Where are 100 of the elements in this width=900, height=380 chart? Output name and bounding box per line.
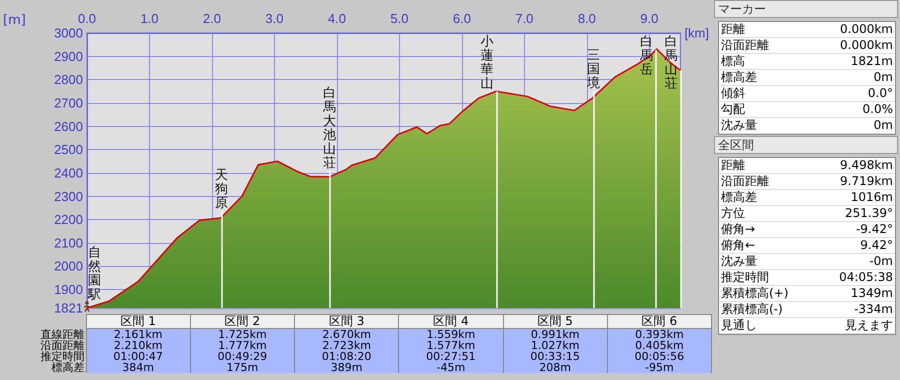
y-tick-label: 2200 (54, 212, 83, 228)
text: 0.000km (840, 22, 893, 36)
category-label: 距離 (721, 158, 745, 173)
category-label: 俯角← (721, 238, 756, 253)
category-label: 区間 5 (503, 314, 608, 328)
text: 9.42° (860, 238, 893, 252)
category-label: 標高差 (52, 361, 84, 374)
text: -45m (436, 361, 466, 374)
text: 01:00:47 (113, 350, 163, 363)
text: 1.559km (426, 328, 476, 341)
text: 2.670km (322, 328, 371, 341)
x-tick-label: 7.0 (515, 11, 534, 26)
y-axis-title: [m] (3, 13, 26, 28)
category-label: 標高差 (721, 70, 757, 85)
y-tick-label: 1821 (54, 300, 83, 316)
y-tick-label: 3000 (54, 26, 83, 40)
text: 1.027km (530, 339, 580, 352)
text: 175m (226, 361, 258, 374)
y-tick-label: 2000 (54, 258, 83, 274)
y-tick-label: 2700 (54, 95, 83, 110)
category-label: 推定時間 (40, 350, 84, 363)
text: 1.577km (426, 339, 476, 352)
category-label: 見通し (721, 318, 757, 333)
category-label: 区間 4 (398, 314, 503, 328)
text: 2.161km (114, 328, 162, 341)
text: 04:05:38 (839, 270, 893, 284)
text: -334m (854, 302, 893, 316)
category-label: 沿面距離 (40, 339, 84, 352)
category-label: 標高 (721, 54, 745, 69)
text: 0.000km (840, 38, 893, 52)
category-label: 傾斜 (721, 86, 745, 101)
x-tick-label: 2.0 (202, 11, 221, 26)
category-label: 方位 (721, 206, 745, 221)
category-label: 沿面距離 (721, 38, 769, 53)
text: マーカー (714, 0, 898, 18)
text: 9.498km (840, 158, 893, 172)
y-tick-label: 2300 (54, 188, 83, 204)
y-tick-label: 2400 (54, 165, 83, 180)
text: 0.405km (635, 339, 684, 352)
text: -0m (869, 254, 893, 268)
x-tick-label: 6.0 (452, 11, 471, 26)
text: 208m (539, 361, 571, 374)
ref-line-label: 白馬大池山荘 (322, 86, 336, 172)
category-label: 区間 1 (86, 314, 190, 328)
text: 1.777km (218, 339, 267, 352)
text: 見えます (845, 318, 893, 332)
category-label: 区間 6 (607, 314, 712, 328)
y-tick-label: 2600 (54, 118, 83, 134)
y-tick-label: 2500 (54, 142, 83, 158)
text: 00:33:15 (530, 350, 580, 363)
ref-line-label: 白馬山荘 (663, 34, 678, 92)
text: 2.723km (322, 339, 371, 352)
category-label: 累積標高(-) (721, 302, 783, 317)
text: 00:49:29 (218, 350, 268, 363)
ref-line-label: 自然園駅 (87, 246, 101, 302)
category-label: 沈み量 (721, 118, 757, 133)
category-label: 俯角→ (721, 222, 756, 237)
text: 01:08:20 (322, 350, 372, 363)
category-label: 沈み量 (721, 254, 757, 269)
text: 1016m (850, 190, 893, 204)
ref-line-label: 天狗原 (215, 168, 228, 212)
text: 00:27:51 (426, 350, 476, 363)
text: 0.393km (635, 328, 684, 341)
category-label: 直線距離 (40, 328, 84, 341)
text: 0.0° (868, 86, 893, 100)
text: 9.719km (840, 174, 893, 188)
category-label: 距離 (721, 22, 745, 37)
text: 389m (330, 361, 362, 374)
x-tick-label: 5.0 (390, 11, 408, 26)
x-tick-label: 8.0 (578, 11, 596, 26)
text: 全区間 (714, 136, 898, 154)
text: 0m (874, 118, 893, 132)
y-tick-label: 1900 (54, 282, 83, 298)
category-label: 推定時間 (721, 270, 769, 285)
ref-line-label: 小蓮華山 (480, 34, 494, 92)
x-tick-label: 9.0 (640, 11, 658, 26)
text: 1349m (850, 286, 893, 300)
text: 1.725km (218, 328, 267, 341)
text: 384m (122, 361, 154, 374)
text: 1821m (850, 54, 893, 68)
x-axis-title: [km] (684, 26, 710, 40)
y-tick-label: 2900 (54, 48, 83, 64)
text: 0m (874, 70, 893, 84)
x-tick-label: 3.0 (265, 11, 284, 26)
y-tick-label: 2100 (54, 235, 83, 250)
category-label: 累積標高(+) (721, 286, 788, 301)
x-tick-label: 1.0 (140, 11, 159, 26)
text: 0.0% (862, 102, 893, 116)
category-label: 沿面距離 (721, 174, 769, 189)
text: 2.210km (114, 339, 162, 352)
ref-line-label: 三国境 (586, 48, 600, 92)
text: 251.39° (845, 206, 893, 220)
text: -95m (645, 361, 674, 374)
category-label: 区間 2 (190, 314, 294, 328)
y-tick-label: 2800 (54, 72, 83, 88)
x-tick-label: 4.0 (328, 11, 346, 26)
category-label: 勾配 (721, 102, 745, 117)
category-label: 区間 3 (294, 314, 399, 328)
category-label: 標高差 (721, 190, 757, 205)
text: 0.991km (530, 328, 580, 341)
